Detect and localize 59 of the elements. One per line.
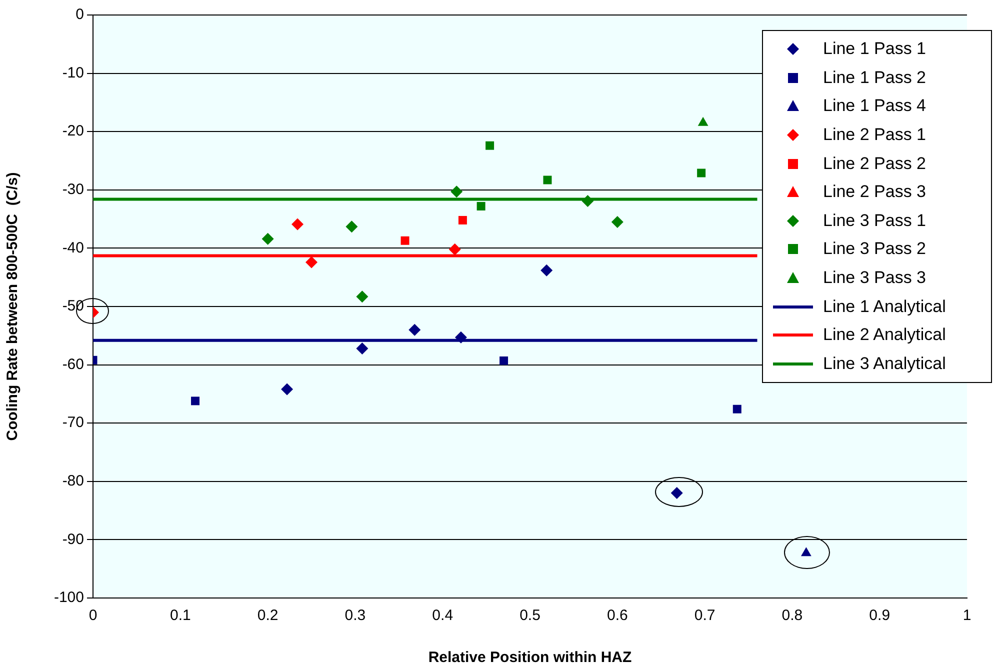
legend-label: Line 3 Analytical — [823, 354, 946, 374]
x-tick-label: 0.5 — [520, 607, 540, 624]
point — [306, 256, 318, 268]
y-tick-label: -40 — [62, 239, 84, 256]
legend-label: Line 2 Pass 2 — [823, 154, 926, 174]
y-axis-title: Cooling Rate between 800-500C (C/s) — [4, 172, 22, 441]
x-tick-label: 0.3 — [344, 607, 366, 624]
point — [732, 404, 742, 414]
legend-label: Line 3 Pass 1 — [823, 210, 926, 231]
point — [450, 186, 463, 198]
legend-label: Line 1 Analytical — [823, 296, 946, 317]
point — [543, 176, 552, 184]
point — [582, 194, 594, 207]
y-tick-label: 0 — [76, 6, 84, 24]
legend-label: Line 2 Analytical — [823, 325, 946, 346]
x-tick-label: 0.9 — [869, 607, 890, 624]
legend-label: Line 1 Pass 1 — [823, 39, 926, 60]
point — [697, 168, 706, 178]
y-tick-label: -60 — [62, 356, 84, 373]
legend-label: Line 3 Pass 3 — [823, 268, 926, 288]
point — [500, 356, 508, 365]
x-tick-label: 0.8 — [782, 607, 803, 624]
x-tick-label: 0 — [88, 607, 98, 624]
point — [448, 243, 461, 256]
point — [356, 290, 368, 303]
point — [356, 342, 368, 354]
point — [454, 331, 467, 344]
legend-label: Line 2 Pass 3 — [823, 182, 926, 202]
y-tick-label: -30 — [62, 181, 84, 198]
x-tick-label: 1 — [962, 607, 972, 624]
y-tick-label: -100 — [54, 589, 84, 606]
point — [611, 216, 624, 228]
point — [540, 264, 553, 276]
point — [400, 236, 410, 245]
point — [486, 141, 494, 150]
y-tick-label: -90 — [62, 530, 84, 548]
point — [292, 218, 304, 230]
x-tick-label: 0.2 — [257, 607, 278, 624]
y-tick-label: -70 — [62, 414, 84, 432]
legend-label: Line 1 Pass 4 — [823, 96, 926, 116]
x-axis-title: Relative Position within HAZ — [428, 649, 632, 666]
point — [476, 202, 486, 210]
x-tick-label: 0.6 — [606, 607, 628, 624]
point — [262, 232, 274, 245]
point — [800, 547, 812, 556]
point — [281, 383, 294, 396]
legend-label: Line 2 Pass 1 — [823, 125, 926, 146]
point — [408, 324, 421, 336]
x-tick-label: 0.7 — [694, 607, 716, 624]
legend-label: Line 1 Pass 2 — [823, 68, 926, 88]
y-tick-label: -10 — [62, 64, 84, 82]
point — [346, 220, 358, 233]
y-tick-label: -80 — [62, 472, 84, 490]
point — [458, 216, 467, 224]
point — [191, 396, 200, 406]
legend-label: Line 3 Pass 2 — [823, 239, 926, 260]
y-tick-label: -20 — [62, 122, 84, 140]
x-tick-label: 0.4 — [432, 607, 454, 624]
x-tick-label: 0.1 — [170, 607, 191, 624]
